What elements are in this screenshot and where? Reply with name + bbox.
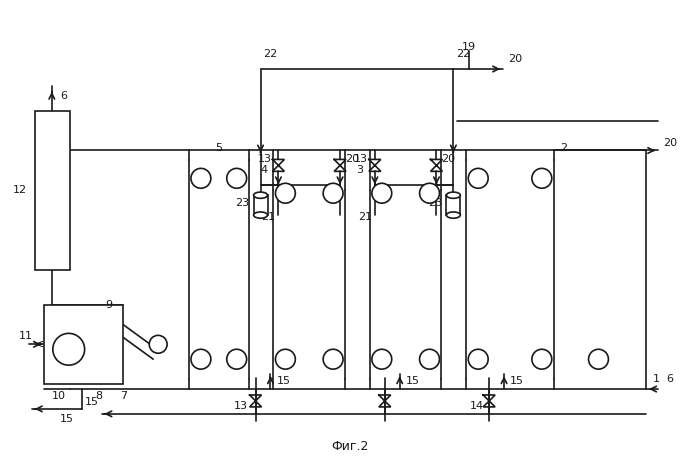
Circle shape: [532, 349, 552, 369]
Circle shape: [589, 349, 608, 369]
Text: 6: 6: [60, 91, 67, 101]
Text: <: <: [34, 338, 44, 351]
Circle shape: [191, 169, 211, 188]
Text: 23: 23: [236, 198, 250, 208]
Circle shape: [372, 349, 391, 369]
Text: 20: 20: [663, 137, 677, 147]
Circle shape: [419, 183, 440, 203]
Circle shape: [372, 183, 391, 203]
Text: 9: 9: [105, 300, 112, 310]
Text: 3: 3: [356, 165, 363, 175]
Text: 10: 10: [52, 391, 66, 401]
Ellipse shape: [447, 212, 461, 218]
Text: 13: 13: [257, 154, 271, 164]
Text: 15: 15: [59, 414, 73, 424]
Text: 1: 1: [653, 374, 660, 384]
Text: 6: 6: [667, 374, 674, 384]
Text: 15: 15: [405, 376, 419, 386]
Ellipse shape: [447, 192, 461, 198]
Circle shape: [191, 349, 211, 369]
Text: 21: 21: [358, 212, 372, 222]
Text: 15: 15: [276, 376, 290, 386]
Text: 20: 20: [345, 154, 359, 164]
Text: 7: 7: [120, 391, 127, 401]
Circle shape: [226, 349, 247, 369]
Text: 21: 21: [261, 212, 275, 222]
Ellipse shape: [254, 192, 268, 198]
Bar: [44, 305, 124, 384]
Text: 13: 13: [233, 401, 247, 411]
Circle shape: [226, 169, 247, 188]
Text: 22: 22: [456, 49, 470, 59]
Bar: [447, 195, 461, 215]
Circle shape: [468, 349, 488, 369]
Text: 12: 12: [13, 185, 27, 195]
Text: 8: 8: [95, 391, 102, 401]
Circle shape: [149, 335, 167, 353]
Circle shape: [532, 169, 552, 188]
Text: 15: 15: [510, 376, 524, 386]
Bar: [254, 195, 268, 215]
Text: 19: 19: [462, 42, 476, 52]
Circle shape: [53, 333, 85, 365]
Text: 20: 20: [508, 54, 522, 64]
Text: 5: 5: [215, 143, 222, 153]
Circle shape: [275, 349, 296, 369]
Text: 11: 11: [19, 331, 33, 341]
Text: 13: 13: [354, 154, 368, 164]
Text: 20: 20: [441, 154, 456, 164]
Circle shape: [419, 349, 440, 369]
Bar: [35, 111, 70, 270]
Circle shape: [275, 183, 296, 203]
Text: 2: 2: [560, 143, 568, 153]
Text: 4: 4: [260, 165, 267, 175]
Text: 22: 22: [264, 49, 278, 59]
Ellipse shape: [254, 212, 268, 218]
Text: 15: 15: [85, 397, 99, 407]
Text: Фиг.2: Фиг.2: [331, 440, 368, 453]
Circle shape: [323, 349, 343, 369]
Text: 23: 23: [428, 198, 442, 208]
Circle shape: [468, 169, 488, 188]
Circle shape: [323, 183, 343, 203]
Text: 14: 14: [470, 401, 484, 411]
